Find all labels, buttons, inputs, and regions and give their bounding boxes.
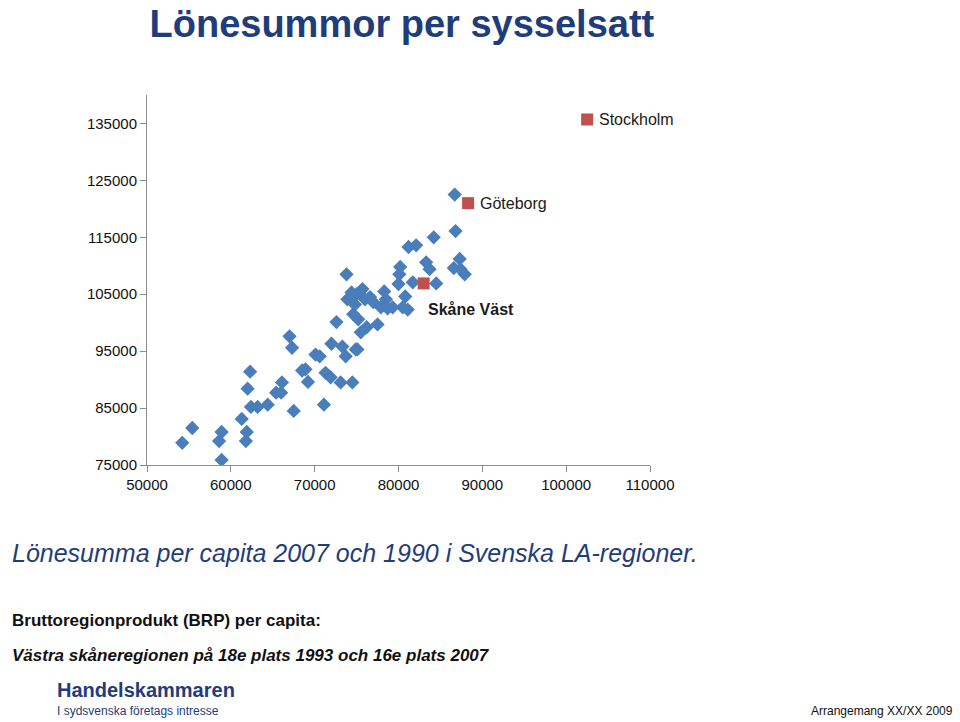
svg-text:Stockholm: Stockholm xyxy=(599,111,674,128)
svg-text:50000: 50000 xyxy=(126,476,168,493)
svg-text:115000: 115000 xyxy=(88,229,137,246)
svg-text:85000: 85000 xyxy=(95,399,137,416)
svg-text:60000: 60000 xyxy=(210,476,252,493)
svg-text:95000: 95000 xyxy=(95,342,137,359)
svg-text:Bruttoregionprodukt (BRP) per: Bruttoregionprodukt (BRP) per capita: xyxy=(12,611,321,630)
svg-text:75000: 75000 xyxy=(95,456,137,473)
svg-text:105000: 105000 xyxy=(87,285,137,302)
svg-text:Västra skåneregionen på 18e pl: Västra skåneregionen på 18e plats 1993 o… xyxy=(12,646,490,665)
svg-text:125000: 125000 xyxy=(87,172,137,189)
svg-text:80000: 80000 xyxy=(378,476,420,493)
svg-text:Arrangemang XX/XX 2009: Arrangemang XX/XX 2009 xyxy=(811,704,953,718)
svg-text:Göteborg: Göteborg xyxy=(480,195,547,212)
svg-text:70000: 70000 xyxy=(294,476,336,493)
svg-text:110000: 110000 xyxy=(626,476,675,493)
svg-text:Skåne Väst: Skåne Väst xyxy=(428,301,514,318)
svg-text:Handelskammaren: Handelskammaren xyxy=(57,679,235,701)
svg-text:135000: 135000 xyxy=(87,115,137,132)
svg-text:I sydsvenska företags intresse: I sydsvenska företags intresse xyxy=(57,704,219,718)
svg-text:Lönesumma per capita 2007 och: Lönesumma per capita 2007 och 1990 i Sve… xyxy=(12,539,698,567)
svg-text:Lönesummor per sysselsatt: Lönesummor per sysselsatt xyxy=(150,3,655,45)
svg-text:90000: 90000 xyxy=(461,476,503,493)
svg-text:100000: 100000 xyxy=(541,476,591,493)
